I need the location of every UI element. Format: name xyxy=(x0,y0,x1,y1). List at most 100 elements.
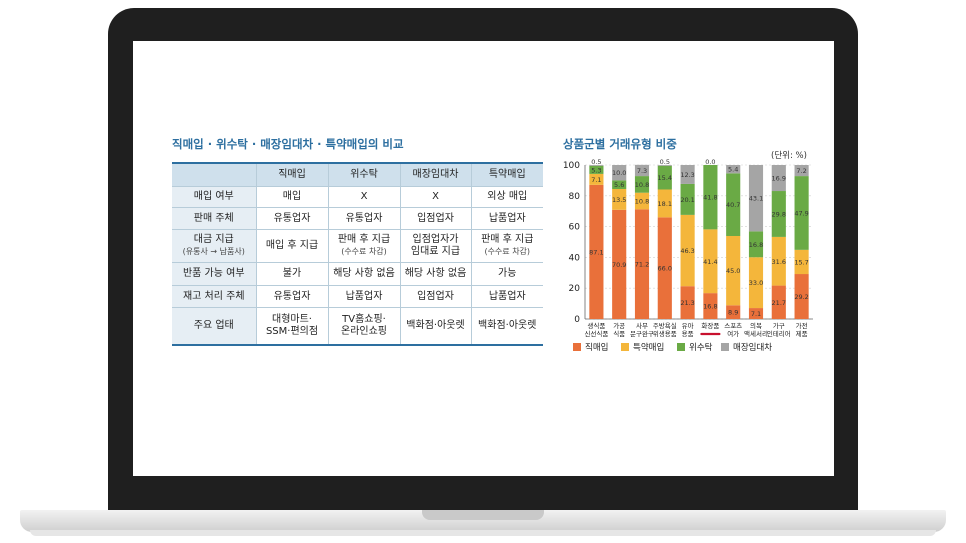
legend-swatch xyxy=(721,343,729,351)
data-label: 20.1 xyxy=(680,196,694,204)
bar-segment xyxy=(634,192,650,210)
bar-segment xyxy=(657,189,672,218)
data-label: 33.0 xyxy=(749,279,763,287)
table-cell: 판매 후 지급 (수수료 차감) xyxy=(470,229,543,263)
x-tick-label: 의복 xyxy=(750,321,762,330)
bar-segment xyxy=(657,165,672,190)
data-label: 40.7 xyxy=(726,201,740,209)
row-head: 대금 지급 (유통사 → 납품사) xyxy=(172,229,257,263)
bar-segment xyxy=(771,236,786,286)
data-label: 8.9 xyxy=(728,309,738,317)
screen: 직매입 · 위수탁 · 매장임대차 · 특약매입의 비교 직매입 위수탁 매장임… xyxy=(133,41,834,476)
table-cell: 대형마트· SSM·편의점 xyxy=(255,307,329,346)
bar-segment xyxy=(589,165,604,166)
bar-segment xyxy=(612,165,627,181)
data-label: 41.4 xyxy=(703,258,717,266)
row-head: 매입 여부 xyxy=(172,186,257,208)
bar-segment xyxy=(794,249,809,275)
data-label: 47.9 xyxy=(794,209,808,217)
bar-segment xyxy=(680,286,695,319)
bar-segment xyxy=(748,165,764,232)
legend-swatch xyxy=(677,343,685,351)
laptop-shadow xyxy=(30,530,936,536)
bar-segment xyxy=(703,165,718,230)
cell-line2: 온라인쇼핑 xyxy=(341,325,387,337)
legend-label: 직매입 xyxy=(585,342,608,353)
table-cell: 유통업자 xyxy=(255,285,329,308)
row-head: 판매 주체 xyxy=(172,207,257,230)
legend-swatch xyxy=(573,343,581,351)
cell-sub: (수수료 차감) xyxy=(484,247,531,256)
table-row: 주요 업태 대형마트· SSM·편의점 TV홈쇼핑· 온라인쇼핑 백화점·아웃렛… xyxy=(172,307,543,346)
cell-main: TV홈쇼핑· xyxy=(342,313,386,325)
table-title: 직매입 · 위수탁 · 매장임대차 · 특약매입의 비교 xyxy=(172,137,404,151)
data-label: 41.8 xyxy=(703,194,717,202)
y-tick-label: 0 xyxy=(574,315,580,325)
table-cell: 입점업자 xyxy=(399,285,472,308)
x-tick-label: 식품 xyxy=(613,329,625,338)
data-label: 12.3 xyxy=(680,171,694,179)
data-label: 70.9 xyxy=(612,261,626,269)
bar-segment xyxy=(726,173,741,236)
x-tick-label: 화장품 xyxy=(701,321,719,330)
row-head: 재고 처리 주체 xyxy=(172,285,257,308)
bar-segment xyxy=(612,209,627,319)
x-tick-label: 가구 xyxy=(773,321,785,330)
data-label: 31.6 xyxy=(772,258,786,266)
chart-title: 상품군별 거래유형 비중 xyxy=(563,137,677,151)
data-label: 0.5 xyxy=(591,158,601,166)
x-tick-label: 가전 xyxy=(796,321,808,330)
data-label: 10.8 xyxy=(635,198,649,206)
chart-unit: (단위: %) xyxy=(771,151,807,161)
table-row: 재고 처리 주체 유통업자 납품업자 입점업자 납품업자 xyxy=(172,285,543,308)
header-cell xyxy=(172,162,257,187)
y-tick-label: 20 xyxy=(569,284,581,294)
legend-label: 특약매입 xyxy=(633,342,664,353)
data-label: 18.1 xyxy=(658,200,672,208)
table-cell: 불가 xyxy=(255,262,329,286)
data-label: 5.4 xyxy=(728,166,738,174)
bar-segment xyxy=(657,165,672,166)
table-cell: 유통업자 xyxy=(327,207,401,230)
table-cell: 매입 후 지급 xyxy=(255,229,329,263)
legend-label: 위수탁 xyxy=(689,342,713,353)
bar-segment xyxy=(726,165,741,174)
bar-segment xyxy=(634,164,650,177)
data-label: 15.4 xyxy=(658,174,672,182)
x-tick-label: 액세서리 xyxy=(744,329,768,338)
stacked-bar-chart: 02040608010087.17.15.30.5생식품신선식품70.913.5… xyxy=(563,158,813,353)
bar-segment xyxy=(680,165,695,184)
data-label: 29.8 xyxy=(772,210,786,218)
bar-segment xyxy=(634,209,650,319)
table-cell: 백화점·아웃렛 xyxy=(399,307,472,346)
x-tick-label: 스포츠 xyxy=(724,322,742,330)
bar-segment xyxy=(612,180,627,190)
bar-segment xyxy=(794,274,809,319)
bar-segment xyxy=(589,184,604,319)
cell-main: 대형마트· xyxy=(272,313,312,325)
data-label: 5.3 xyxy=(591,166,601,174)
data-label: 13.5 xyxy=(612,196,626,204)
x-tick-label: 인테리어 xyxy=(767,329,791,338)
bar-segment xyxy=(771,165,786,192)
cell-main: 매입 후 지급 xyxy=(265,240,319,251)
legend-swatch xyxy=(621,343,629,351)
table-cell: 납품업자 xyxy=(470,285,543,308)
header-cell: 특약매입 xyxy=(470,162,543,187)
data-label: 16.9 xyxy=(772,175,786,183)
header-cell: 직매입 xyxy=(255,162,329,187)
x-tick-label: 문구완구 xyxy=(630,330,654,338)
table-cell: 입점업자가 임대료 지급 xyxy=(399,229,472,263)
x-tick-label: 신선식품 xyxy=(584,329,608,338)
row-head-sub: (유통사 → 납품사) xyxy=(182,247,245,256)
laptop-base xyxy=(20,510,946,532)
data-label: 29.2 xyxy=(794,293,808,301)
data-label: 7.2 xyxy=(796,167,806,175)
bar-segment xyxy=(612,189,627,210)
bar-segment xyxy=(794,176,809,250)
data-label: 16.8 xyxy=(703,303,717,311)
bar-segment xyxy=(771,285,786,319)
row-head-main: 대금 지급 xyxy=(193,234,234,245)
bar-segment xyxy=(634,176,650,193)
cell-main: 판매 후 지급 xyxy=(481,234,534,245)
